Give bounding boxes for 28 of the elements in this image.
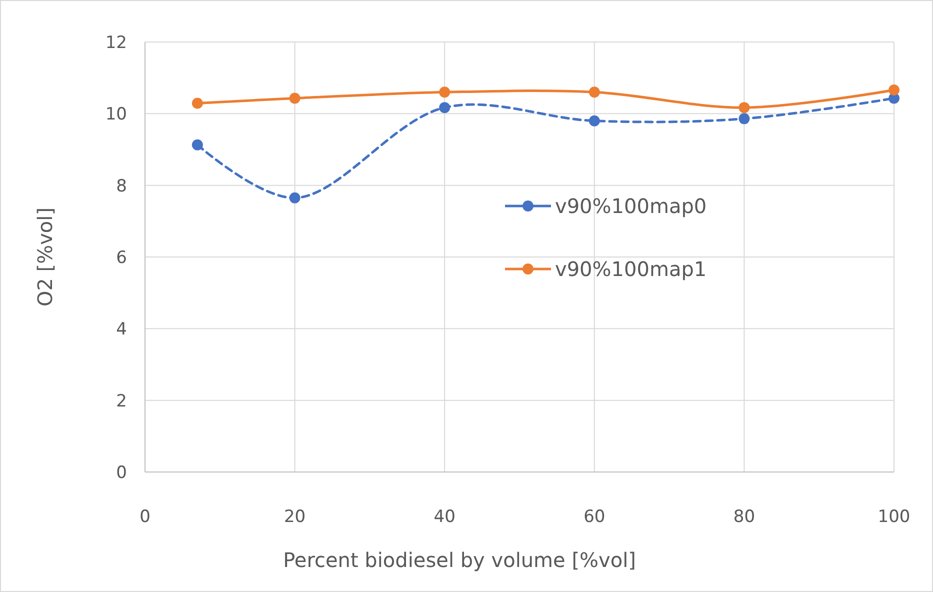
point bbox=[192, 139, 203, 150]
y-tick-label: 8 bbox=[116, 176, 127, 196]
point bbox=[192, 98, 203, 109]
y-tick-label: 10 bbox=[105, 104, 127, 125]
point bbox=[439, 86, 450, 98]
x-tick-label: 60 bbox=[584, 507, 606, 527]
y-tick-label: 4 bbox=[116, 320, 127, 340]
legend-label: v90%100map0 bbox=[555, 194, 707, 218]
point bbox=[588, 115, 600, 126]
x-tick-label: 0 bbox=[140, 507, 150, 527]
y-tick-label: 6 bbox=[116, 248, 127, 268]
point bbox=[888, 84, 900, 96]
y-tick-label: 2 bbox=[116, 391, 127, 412]
point bbox=[738, 113, 750, 124]
point bbox=[588, 86, 600, 98]
x-tick-label: 100 bbox=[878, 507, 910, 527]
y-axis-title: O2 [%vol] bbox=[33, 207, 57, 307]
point bbox=[289, 192, 300, 204]
x-axis-title: Percent biodiesel by volume [%vol] bbox=[283, 548, 636, 572]
point bbox=[738, 102, 750, 114]
legend-label: v90%100map1 bbox=[555, 257, 707, 281]
x-tick-label: 80 bbox=[733, 507, 756, 527]
y-tick-label: 12 bbox=[105, 32, 127, 53]
x-tick-label: 20 bbox=[284, 507, 306, 527]
point bbox=[439, 102, 450, 114]
point bbox=[289, 92, 300, 104]
y-tick-label: 0 bbox=[116, 462, 127, 483]
x-tick-label: 40 bbox=[434, 507, 456, 527]
